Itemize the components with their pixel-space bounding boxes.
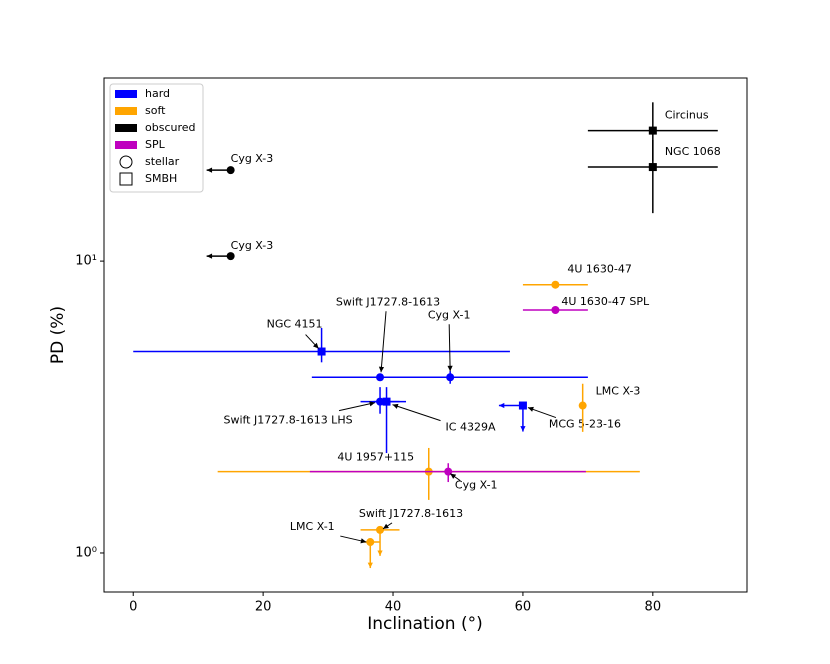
point-label: Cyg X-1: [455, 479, 498, 492]
point-label: IC 4329A: [446, 421, 496, 434]
point-label: NGC 4151: [267, 318, 323, 331]
legend-label: obscured: [145, 121, 196, 134]
annotation-arrow-head: [360, 538, 367, 544]
y-axis-label: PD (%): [48, 306, 68, 364]
marker: [376, 525, 385, 534]
x-tick-label: 40: [385, 600, 402, 615]
point-label: Cyg X-1: [428, 308, 471, 321]
point-label: Circinus: [665, 109, 709, 122]
legend-swatch: [115, 141, 137, 149]
x-tick-label: 0: [129, 600, 137, 615]
point-label: Cyg X-3: [231, 152, 274, 165]
point-label: LMC X-1: [290, 520, 335, 533]
legend-label: stellar: [145, 155, 180, 168]
point-label: LMC X-3: [596, 385, 641, 398]
point-label: Cyg X-3: [231, 239, 274, 252]
legend-label: SMBH: [145, 172, 177, 185]
point-label: Swift J1727.8-1613 LHS: [223, 414, 352, 427]
x-axis-label: Inclination (°): [367, 614, 483, 634]
marker: [317, 347, 326, 356]
x-tick-label: 20: [255, 600, 272, 615]
annotation-arrow: [380, 311, 387, 373]
legend-marker: [119, 172, 133, 186]
marker: [648, 126, 657, 135]
annotation-arrow-head: [450, 473, 457, 479]
marker: [226, 252, 235, 261]
legend-swatch: [115, 107, 137, 115]
x-limit-arrow-head: [206, 167, 213, 173]
marker: [382, 397, 391, 406]
legend-label: SPL: [145, 138, 166, 151]
point-label: 4U 1630-47: [567, 263, 632, 276]
legend-label: soft: [145, 104, 166, 117]
annotation-arrow-head: [447, 365, 453, 372]
point-label: NGC 1068: [665, 145, 721, 158]
annotation-arrow-head: [369, 401, 376, 407]
annotation-arrow-head: [527, 406, 534, 412]
y-limit-arrow-head: [520, 426, 526, 432]
annotation-arrow-head: [378, 366, 385, 373]
annotation-arrow-head: [383, 523, 389, 529]
point-label: Swift J1727.8-1613: [336, 295, 440, 308]
point-label: 4U 1957+115: [337, 451, 414, 464]
marker: [446, 373, 455, 382]
plot-frame: [103, 77, 748, 593]
marker: [578, 401, 587, 410]
legend-label: hard: [145, 87, 170, 100]
y-tick-label: 10⁰: [75, 545, 97, 560]
annotation-arrow-head: [392, 403, 399, 409]
marker: [366, 538, 375, 547]
x-limit-arrow-head: [206, 253, 213, 259]
legend-swatch: [115, 90, 137, 98]
point-label: 4U 1630-47 SPL: [561, 295, 650, 308]
marker: [226, 166, 235, 175]
y-limit-arrow-head: [367, 562, 373, 569]
point-label: MCG 5-23-16: [549, 418, 621, 431]
annotation-arrow: [392, 404, 441, 422]
point-label: Swift J1727.8-1613: [359, 507, 463, 520]
marker: [648, 163, 657, 172]
y-tick-label: 10¹: [75, 254, 97, 269]
x-limit-arrow-head: [498, 402, 505, 409]
annotation-arrow: [338, 402, 376, 412]
x-tick-label: 60: [515, 600, 532, 615]
marker: [518, 401, 527, 410]
marker: [551, 280, 560, 289]
annotation-arrow: [448, 324, 451, 372]
marker: [551, 305, 560, 314]
legend-swatch: [115, 124, 137, 132]
y-limit-arrow-head: [377, 550, 383, 556]
x-tick-label: 80: [645, 600, 662, 615]
legend-marker: [119, 155, 133, 169]
annotation-arrow-head: [312, 342, 319, 349]
